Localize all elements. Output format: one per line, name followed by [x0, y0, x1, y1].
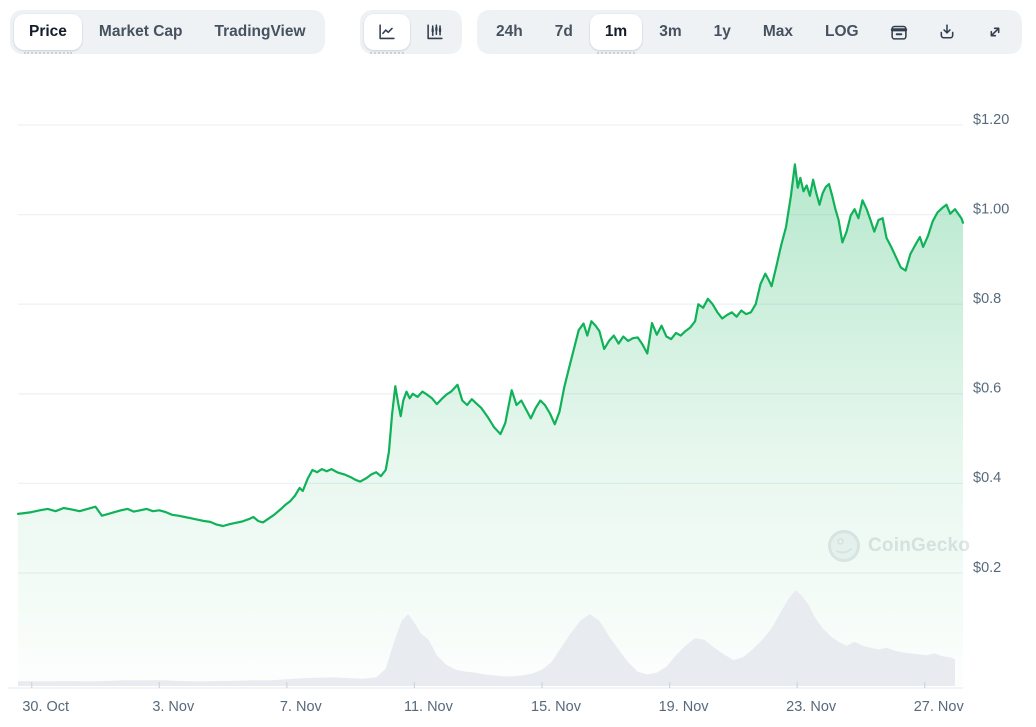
candlestick-chart-icon	[427, 24, 443, 40]
download-chart-button[interactable]	[924, 14, 970, 50]
y-axis-label: $1.00	[973, 201, 1009, 217]
range-1y[interactable]: 1y	[699, 14, 746, 50]
range-selector: 24h 7d 1m 3m 1y Max LOG	[477, 10, 1022, 54]
x-axis-label: 23. Nov	[786, 699, 837, 715]
fullscreen-expand-button[interactable]	[972, 14, 1018, 50]
calendar-icon	[890, 25, 907, 40]
candlestick-chart-type-button[interactable]	[412, 14, 458, 50]
date-range-picker-button[interactable]	[876, 14, 922, 50]
range-3m[interactable]: 3m	[644, 14, 696, 50]
x-axis-label: 30. Oct	[22, 699, 69, 715]
x-axis-label: 7. Nov	[280, 699, 323, 715]
x-axis-label: 19. Nov	[659, 699, 710, 715]
range-1m[interactable]: 1m	[589, 14, 643, 54]
y-axis-label: $0.4	[973, 470, 1001, 486]
range-max[interactable]: Max	[748, 14, 808, 50]
tab-tradingview[interactable]: TradingView	[199, 14, 320, 50]
range-24h[interactable]: 24h	[481, 14, 538, 50]
chart-type-toggle	[360, 10, 462, 54]
volume-silhouette	[18, 590, 955, 686]
tab-price[interactable]: Price	[14, 14, 82, 54]
view-tabs: Price Market Cap TradingView	[10, 10, 325, 54]
price-line	[16, 163, 965, 528]
y-axis-label: $0.6	[973, 381, 1001, 397]
range-7d[interactable]: 7d	[540, 14, 588, 50]
download-icon	[940, 24, 954, 39]
y-axis-label: $1.20	[973, 112, 1009, 128]
price-area-fill	[18, 164, 963, 686]
line-chart-type-button[interactable]	[364, 14, 410, 54]
x-axis-label: 27. Nov	[914, 699, 965, 715]
tab-market-cap[interactable]: Market Cap	[84, 14, 198, 50]
x-axis-label: 11. Nov	[404, 699, 454, 715]
chart-toolbar: Price Market Cap TradingView 2	[0, 0, 1036, 64]
log-scale-toggle[interactable]: LOG	[810, 14, 874, 50]
y-axis-label: $0.2	[973, 560, 1001, 576]
y-axis-label: $0.8	[973, 291, 1001, 307]
expand-icon	[990, 27, 1000, 37]
x-axis-label: 3. Nov	[152, 699, 195, 715]
x-axis-label: 15. Nov	[531, 699, 582, 715]
line-chart-icon	[379, 24, 395, 40]
